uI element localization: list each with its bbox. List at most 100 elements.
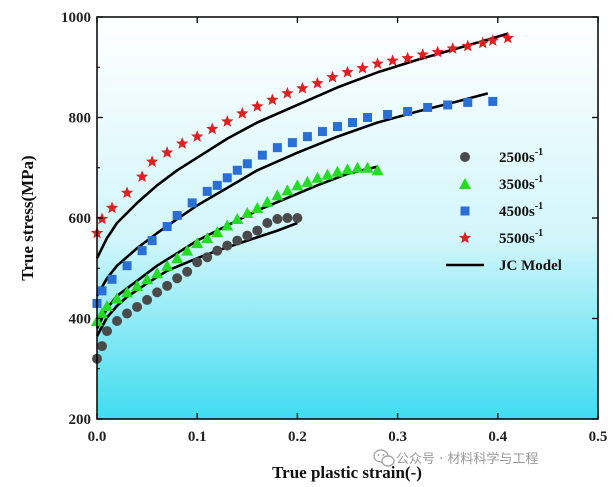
data-point <box>332 122 342 132</box>
data-point <box>348 118 358 128</box>
series-2500s <box>92 213 303 364</box>
data-point <box>137 246 147 256</box>
watermark: 公众号 · 材料科学与工程 <box>373 449 538 467</box>
data-point <box>311 171 324 183</box>
legend-label: JC Model <box>499 258 562 274</box>
y-tick-label: 600 <box>69 211 92 227</box>
y-tick-label: 400 <box>69 312 92 328</box>
data-point <box>282 213 293 223</box>
data-point <box>488 96 498 106</box>
data-point <box>311 76 324 89</box>
data-point <box>423 102 433 112</box>
legend-item-5500s: 5500s-1 <box>458 228 543 247</box>
data-point <box>281 86 294 99</box>
data-point <box>212 245 223 256</box>
data-point <box>222 240 233 251</box>
y-axis-title: True stress(MPa) <box>18 155 37 280</box>
data-point <box>191 237 204 249</box>
data-point <box>291 179 304 191</box>
data-point <box>97 341 108 352</box>
data-point <box>363 113 373 122</box>
data-point <box>361 161 374 173</box>
data-point <box>187 198 197 208</box>
data-point <box>292 213 303 223</box>
data-point <box>386 54 399 66</box>
data-point <box>122 261 132 271</box>
data-point <box>135 170 149 183</box>
legend-label: 2500s-1 <box>499 147 543 166</box>
data-point <box>232 235 243 246</box>
x-axis-title: True plastic strain(-) <box>272 463 422 482</box>
data-point <box>212 180 222 190</box>
x-tick-label: 0.2 <box>288 429 307 445</box>
legend-label: 3500s-1 <box>499 174 543 193</box>
data-point <box>383 109 393 119</box>
data-point <box>272 214 283 225</box>
watermark-text: 公众号 · 材料科学与工程 <box>396 451 538 467</box>
data-point <box>463 97 473 107</box>
series-4500s <box>92 96 498 308</box>
data-point <box>403 106 413 116</box>
y-tick-label: 200 <box>69 412 92 428</box>
data-point <box>371 164 384 176</box>
data-point <box>121 286 134 298</box>
x-tick-label: 0.4 <box>488 429 507 445</box>
data-point <box>101 299 114 311</box>
data-point <box>446 42 459 54</box>
data-point <box>251 201 264 213</box>
legend-item-2500s: 2500s-1 <box>460 147 543 166</box>
data-point <box>341 163 354 175</box>
data-point <box>252 225 263 236</box>
data-point <box>416 48 429 60</box>
legend-item-jc-model: JC Model <box>446 258 562 274</box>
data-point <box>486 34 499 46</box>
data-point <box>181 244 194 256</box>
data-point <box>162 222 172 232</box>
data-point <box>120 186 134 199</box>
data-point <box>172 210 182 220</box>
data-point <box>356 61 369 74</box>
data-point <box>341 65 354 78</box>
x-tick-label: 0.1 <box>188 429 207 445</box>
data-point <box>351 161 364 173</box>
legend-label: 4500s-1 <box>499 201 543 220</box>
legend: 2500s-1 3500s-1 4500s-1 5500s-1 JC Model <box>446 147 562 274</box>
data-point <box>262 218 273 229</box>
data-point <box>105 201 119 214</box>
data-point <box>97 286 107 296</box>
data-point <box>321 168 334 180</box>
legend-marker <box>460 206 470 216</box>
data-point <box>281 184 294 196</box>
data-point <box>102 326 113 337</box>
data-point <box>211 226 224 238</box>
data-point <box>206 122 219 135</box>
data-point <box>191 130 204 142</box>
data-point <box>266 93 279 106</box>
x-tick-label: 0.5 <box>589 429 608 445</box>
data-point <box>202 252 213 263</box>
data-point <box>152 287 163 298</box>
data-point <box>112 316 123 327</box>
x-tick-label: 0.0 <box>88 429 107 445</box>
data-point <box>271 189 284 201</box>
data-point <box>331 165 344 177</box>
data-point <box>202 186 212 196</box>
wechat-icon <box>373 449 395 467</box>
data-point <box>476 36 489 49</box>
data-point <box>221 115 234 127</box>
y-tick-label: 800 <box>69 111 92 127</box>
data-point <box>221 219 234 231</box>
data-point <box>461 39 474 52</box>
data-point <box>172 273 183 284</box>
data-point <box>257 150 267 160</box>
data-point <box>242 159 252 169</box>
data-point <box>161 259 174 271</box>
legend-marker <box>460 152 470 162</box>
series-3500s <box>91 161 384 327</box>
data-point <box>122 308 133 319</box>
data-point <box>111 292 124 304</box>
data-point <box>96 307 109 319</box>
data-point <box>317 127 327 137</box>
data-point <box>192 257 203 268</box>
